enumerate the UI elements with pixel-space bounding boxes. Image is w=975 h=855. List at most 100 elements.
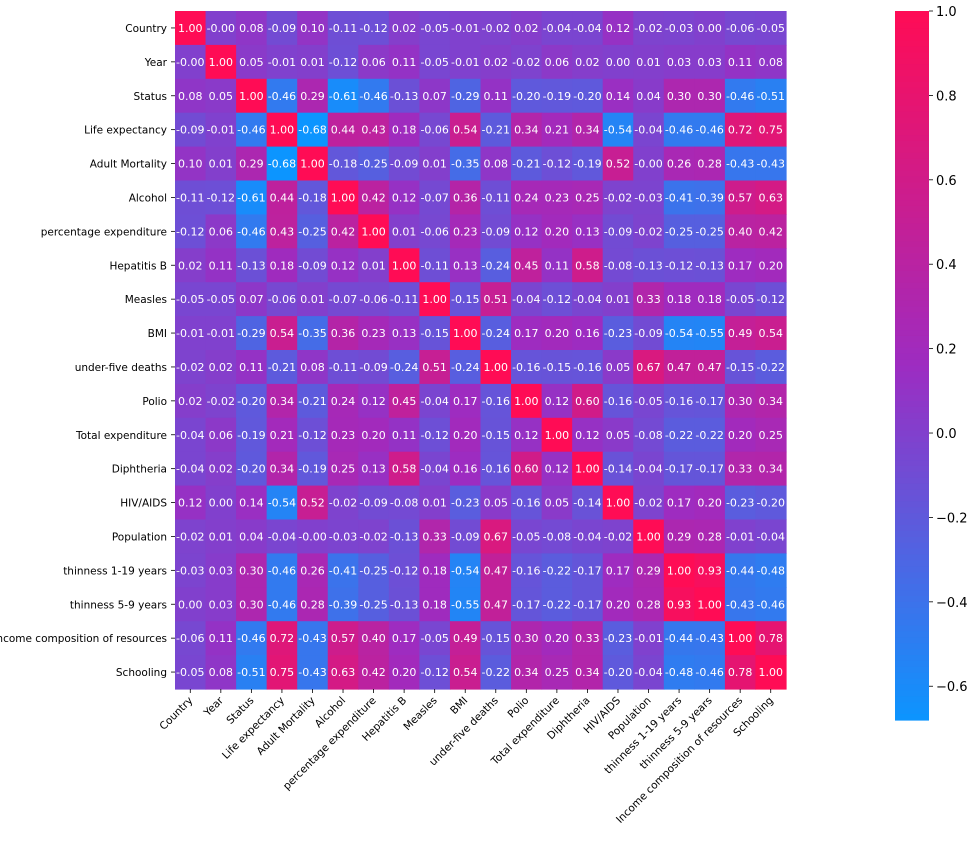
heatmap-cell: [663, 485, 695, 521]
heatmap-cell: [724, 214, 757, 249]
heatmap-cell: [663, 248, 695, 283]
colorbar-tick-label: −0.2: [936, 511, 968, 526]
heatmap-cell: [236, 621, 268, 656]
heatmap-cell: [236, 383, 268, 419]
heatmap-cell: [205, 316, 237, 351]
heatmap-cell: [541, 11, 573, 46]
cell-value: -0.19: [298, 463, 326, 476]
heatmap-cell: [572, 621, 604, 656]
heatmap-cell: [724, 180, 757, 215]
cell-value: -0.25: [665, 225, 693, 238]
cell-value: -0.46: [268, 598, 296, 611]
heatmap-cell: [480, 146, 512, 182]
colorbar-segment: [895, 129, 929, 136]
heatmap-cell: [266, 383, 298, 419]
cell-value: -0.02: [207, 395, 235, 408]
y-axis-label: Schooling: [116, 667, 167, 679]
heatmap-cell: [449, 146, 482, 182]
cell-value: 0.05: [209, 90, 234, 103]
colorbar-segment: [895, 64, 929, 71]
cell-value: -0.19: [573, 158, 601, 171]
cell-value: -0.09: [268, 22, 296, 35]
cell-value: -0.11: [390, 293, 418, 306]
cell-value: -0.21: [512, 158, 540, 171]
heatmap-cell: [327, 282, 359, 317]
cell-value: -0.54: [604, 124, 632, 137]
heatmap-cell: [266, 112, 298, 148]
heatmap-cell: [175, 553, 207, 588]
colorbar-segment: [895, 300, 929, 308]
heatmap-cell: [236, 451, 268, 487]
y-axis-label: Adult Mortality: [90, 159, 167, 171]
cell-value: -0.04: [420, 463, 448, 476]
colorbar-segment: [895, 377, 929, 384]
cell-value: -0.01: [451, 22, 479, 35]
heatmap-cell: [511, 180, 543, 215]
y-axis-label: Year: [144, 57, 168, 69]
heatmap-cell: [236, 248, 268, 283]
cell-value: -0.04: [512, 293, 540, 306]
cell-value: 0.54: [270, 327, 295, 340]
heatmap-cell: [236, 655, 268, 690]
colorbar-segment: [895, 625, 929, 632]
colorbar-tick-label: 0.6: [936, 174, 957, 189]
colorbar-segment: [895, 613, 929, 621]
cell-value: 0.49: [453, 632, 478, 645]
heatmap-cell: [205, 485, 237, 521]
cell-value: 0.01: [392, 225, 417, 238]
colorbar-segment: [895, 164, 929, 172]
cell-value: 0.34: [758, 463, 783, 476]
cell-value: 0.28: [300, 598, 325, 611]
heatmap-cell: [449, 451, 482, 487]
colorbar-segment: [895, 140, 929, 148]
y-axis-labels: Country Year Status Life expectancy Adult M…: [0, 23, 175, 679]
heatmap-cell: [419, 11, 451, 46]
cell-value: 0.11: [392, 56, 417, 69]
cell-value: 0.01: [606, 293, 631, 306]
colorbar-segment: [895, 34, 929, 42]
heatmap-cell: [449, 282, 482, 317]
heatmap-cell: [388, 587, 420, 622]
colorbar-segment: [895, 572, 929, 579]
cell-value: -0.54: [665, 327, 693, 340]
heatmap-cell: [572, 350, 604, 385]
colorbar-segment: [895, 554, 929, 562]
heatmap-cell: [602, 621, 634, 656]
heatmap-cell: [358, 451, 390, 487]
heatmap-cell: [755, 248, 787, 283]
cell-value: -0.01: [726, 530, 754, 543]
cell-value: 0.18: [422, 598, 447, 611]
heatmap-cell: [724, 417, 757, 453]
cell-value: 0.24: [514, 191, 539, 204]
heatmap-cell: [419, 519, 451, 554]
heatmap-cell: [541, 655, 573, 690]
colorbar-segment: [895, 40, 929, 48]
heatmap-cell: [236, 587, 268, 622]
colorbar-segment: [895, 46, 929, 53]
cell-value: 0.20: [545, 327, 570, 340]
colorbar-segment: [895, 111, 929, 118]
heatmap-cell: [480, 78, 512, 114]
colorbar-segment: [895, 288, 929, 296]
heatmap-cell: [541, 621, 573, 656]
colorbar-segment: [895, 247, 929, 254]
heatmap-cell: [480, 248, 512, 283]
cell-value: 0.20: [361, 429, 386, 442]
cell-value: -0.55: [451, 598, 479, 611]
cell-value: 0.29: [300, 90, 325, 103]
heatmap-cell: [358, 316, 390, 351]
cell-value: 0.05: [606, 361, 631, 374]
cell-value: -0.55: [695, 327, 723, 340]
cell-value: -0.11: [176, 191, 204, 204]
colorbar-segment: [895, 359, 929, 367]
cell-value: -0.12: [176, 225, 204, 238]
cell-value: -0.11: [329, 22, 357, 35]
heatmap-cell: [694, 553, 726, 588]
cell-value: -0.12: [390, 564, 418, 577]
heatmap-cell: [755, 214, 787, 249]
cell-value: -0.23: [604, 632, 632, 645]
cell-value: 0.34: [514, 666, 539, 679]
colorbar-segment: [895, 460, 929, 467]
cell-value: 0.02: [209, 361, 234, 374]
heatmap-cell: [297, 553, 329, 588]
